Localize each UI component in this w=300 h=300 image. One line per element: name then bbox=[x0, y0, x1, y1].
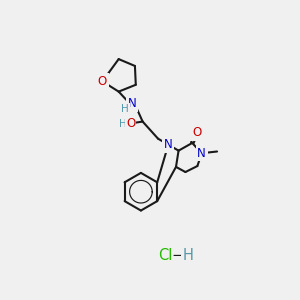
Text: Cl: Cl bbox=[158, 248, 172, 263]
Text: H: H bbox=[119, 119, 127, 129]
Text: H: H bbox=[182, 248, 194, 263]
Text: N: N bbox=[197, 147, 206, 160]
Text: O: O bbox=[126, 117, 135, 130]
Text: −: − bbox=[171, 248, 184, 262]
Text: O: O bbox=[98, 75, 107, 88]
Text: N: N bbox=[164, 138, 173, 151]
Text: O: O bbox=[192, 126, 201, 139]
Text: N: N bbox=[128, 97, 137, 110]
Text: H: H bbox=[121, 104, 128, 114]
